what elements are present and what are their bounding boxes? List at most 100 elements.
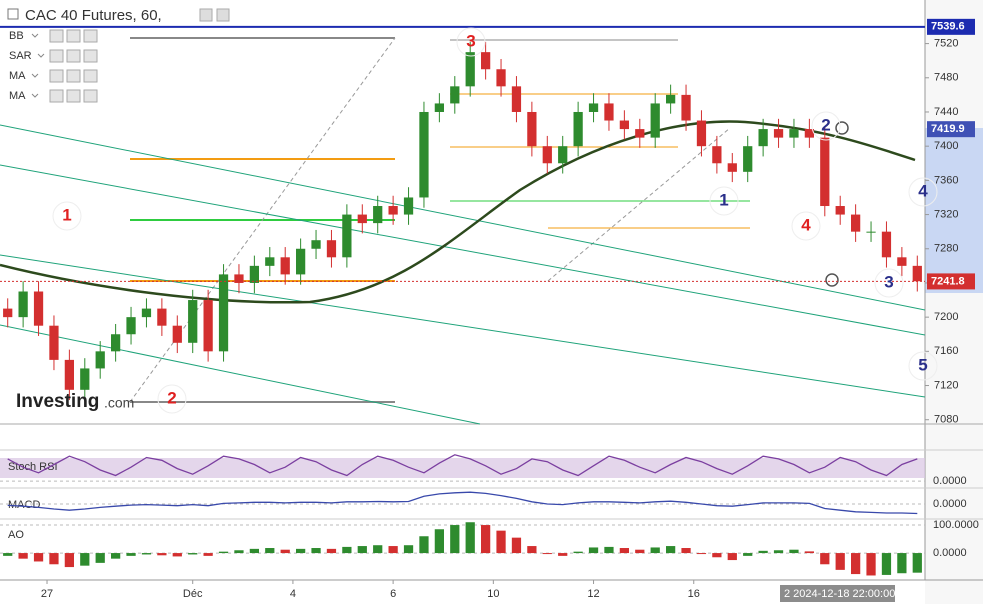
candle-body [527,111,537,147]
candle-body [419,111,429,198]
wave-circle [709,186,739,216]
candle-body [558,146,568,164]
legend-icon[interactable] [66,49,81,63]
indicator-line [7,491,918,515]
candle-body [188,300,198,343]
legend-icon[interactable] [49,29,64,43]
indicator-bar [33,553,44,562]
candle-body [296,248,306,275]
candle-body [573,111,583,147]
indicator-bar [666,546,676,554]
y-tick-label: 7480 [934,72,958,84]
indicator-bar [49,553,59,565]
candle-body [141,308,152,318]
indicator-bar [789,549,799,554]
crosshair-box [780,585,895,602]
indicator-bar [64,553,74,568]
legend-icon[interactable] [49,49,64,63]
candle-body [95,351,105,369]
candle-body [203,300,213,352]
legend-icon[interactable] [49,89,64,103]
wave-circle [908,351,938,381]
crosshair-label: 2 2024-12-18 22:00:00 [784,588,895,600]
legend-icon[interactable] [66,69,81,83]
candle-body [650,103,660,138]
indicator-bar [373,545,383,554]
wave-label: 2 [167,388,176,407]
candle-body [496,69,506,87]
indicator-bar [835,553,845,570]
indicator-bar [126,553,136,556]
wave-label: 4 [801,215,811,234]
legend-icon[interactable] [83,29,98,43]
indicator-bar [157,553,167,556]
wave-label: 2 [821,115,830,134]
legend-caret [37,53,45,58]
legend-icon[interactable] [49,69,64,83]
wave-circle [811,111,841,141]
indicator-bar [696,553,707,555]
candle-body [326,240,337,258]
candle-body [881,231,892,258]
wave-label: 4 [918,181,928,200]
indicator-bar [897,553,907,574]
indicator-bar [773,550,784,554]
stoch-band [0,458,925,478]
axis-background [925,0,983,604]
indicator-bar [866,553,876,576]
candle-body [172,325,182,343]
indicator-bar [234,550,244,554]
indicator-bar [203,553,213,556]
candle-body [666,94,676,104]
indicator-bar [804,551,814,554]
candle-body [111,334,121,352]
candle-body [635,129,645,138]
indicator-bar [727,553,737,561]
watermark: .com [104,395,134,411]
indicator-label: MACD [8,499,40,511]
legend-label: SAR [9,50,32,62]
y-tick-label: 7360 [934,174,958,186]
price-label: 7241.8 [931,275,965,287]
legend-icon[interactable] [83,69,98,83]
indicator-bar [342,546,352,554]
legend-icon[interactable] [66,89,81,103]
indicator-bar [851,553,861,575]
indicator-bar [588,547,599,554]
indicator-bar [681,548,691,554]
indicator-bar [111,553,121,559]
candle-body [280,257,290,275]
candle-body [3,308,13,318]
candle-body [403,197,414,215]
candle-body [33,291,44,326]
legend-icon[interactable] [83,89,98,103]
price-label-box [927,273,975,290]
title-icons[interactable] [199,8,230,22]
indicator-bar [881,553,892,575]
candle-body [357,214,367,224]
collapse-icon[interactable] [7,8,19,20]
indicator-bar [172,553,182,557]
indicator-bar [496,530,506,554]
indicator-tick-label: 0.0000 [933,547,967,559]
candle-body [727,163,737,172]
indicator-bar [912,553,922,573]
axis-highlight [925,128,983,293]
candle-body [49,325,59,360]
y-tick-label: 7280 [934,243,958,255]
y-tick-label: 7440 [934,106,958,118]
candle-body [388,206,398,215]
indicator-bar [527,546,537,554]
indicator-bar [434,529,444,554]
legend-icon[interactable] [66,29,81,43]
candle-body [588,103,599,112]
legend-label: MA [9,70,26,82]
legend-caret [31,33,39,38]
indicator-bar [481,525,491,554]
candle-body [80,368,90,390]
indicator-bar [18,553,28,559]
indicator-bar [218,551,229,554]
wave-circle [874,268,904,298]
indicator-bar [511,537,522,554]
legend-icon[interactable] [83,49,98,63]
